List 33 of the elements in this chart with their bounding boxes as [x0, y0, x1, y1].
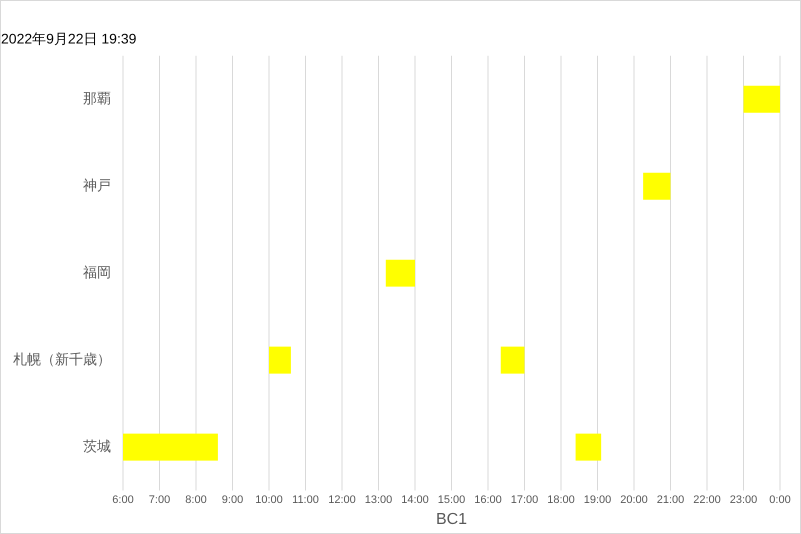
x-tick-label: 19:00 — [584, 494, 612, 506]
bar — [744, 86, 780, 113]
x-tick-label: 8:00 — [185, 494, 207, 506]
x-tick-label: 11:00 — [292, 494, 319, 506]
x-tick-label: 22:00 — [693, 494, 721, 506]
x-tick-label: 21:00 — [656, 494, 684, 506]
x-tick-label: 16:00 — [474, 494, 502, 506]
x-tick-label: 7:00 — [148, 494, 170, 506]
x-tick-label: 13:00 — [364, 494, 392, 506]
x-tick-label: 9:00 — [222, 494, 244, 506]
x-tick-label: 18:00 — [547, 494, 575, 506]
x-tick-label: 0:00 — [769, 494, 791, 506]
chart-title: 2022年9月22日 19:39 — [1, 30, 137, 46]
y-tick-label: 那覇 — [83, 90, 111, 106]
x-tick-label: 14:00 — [401, 494, 429, 506]
bar — [576, 434, 602, 461]
y-tick-label: 茨城 — [83, 438, 111, 454]
x-tick-label: 6:00 — [112, 494, 134, 506]
y-tick-label: 福岡 — [83, 264, 111, 280]
x-tick-label: 10:00 — [255, 494, 283, 506]
bar — [269, 346, 291, 374]
x-tick-label: 20:00 — [620, 494, 648, 506]
y-tick-label: 札幌（新千歳） — [13, 351, 111, 368]
bar — [643, 172, 670, 200]
x-tick-label: 12:00 — [328, 494, 356, 506]
x-tick-label: 15:00 — [438, 494, 466, 506]
x-tick-label: 23:00 — [730, 494, 758, 506]
x-axis-title: BC1 — [436, 510, 468, 528]
bar — [386, 260, 415, 287]
bar — [500, 346, 524, 374]
x-tick-label: 17:00 — [510, 494, 538, 506]
bar — [123, 434, 218, 461]
y-tick-label: 神戸 — [83, 177, 111, 194]
